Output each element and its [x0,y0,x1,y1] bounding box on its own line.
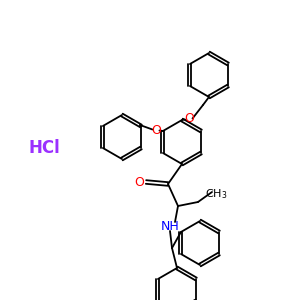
Text: CH$_3$: CH$_3$ [205,187,227,201]
Text: O: O [184,112,194,125]
Text: NH: NH [160,220,179,232]
Text: O: O [134,176,144,188]
Text: HCl: HCl [28,139,60,157]
Text: O: O [151,124,161,136]
